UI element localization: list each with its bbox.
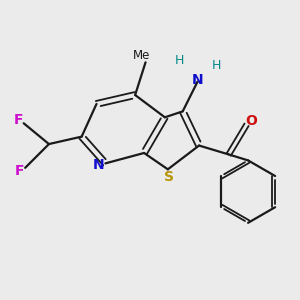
- Text: S: S: [164, 170, 174, 184]
- Text: H: H: [212, 59, 222, 72]
- Text: O: O: [245, 114, 257, 128]
- Text: N: N: [93, 158, 105, 172]
- Text: N: N: [192, 73, 203, 87]
- Text: Me: Me: [132, 49, 150, 62]
- Text: F: F: [14, 113, 23, 127]
- Text: H: H: [175, 54, 184, 67]
- Text: F: F: [15, 164, 25, 178]
